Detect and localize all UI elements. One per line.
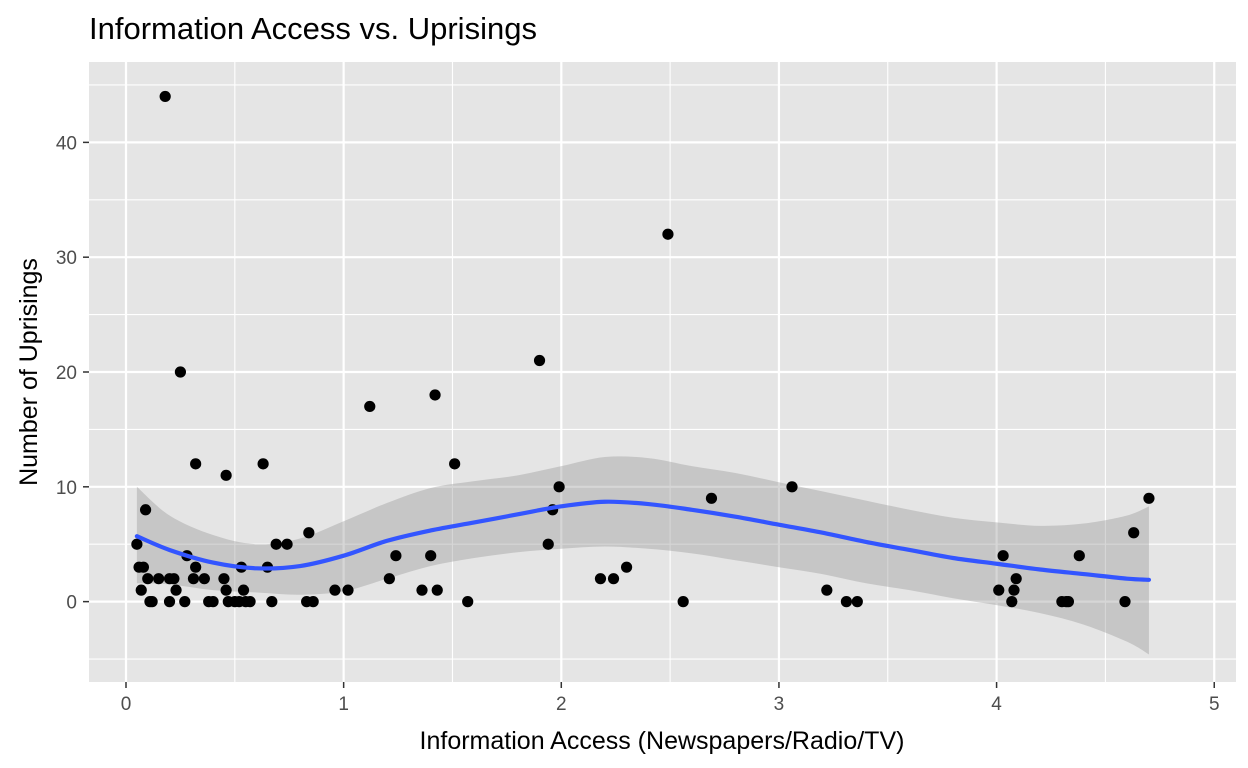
y-tick-label: 30 [56, 248, 77, 269]
data-point [1143, 492, 1155, 504]
data-point [390, 550, 402, 562]
confidence-band-layer [136, 456, 1149, 655]
data-point [270, 538, 282, 550]
data-point [174, 366, 187, 378]
data-point [662, 228, 674, 240]
data-point [135, 584, 147, 596]
data-point [1008, 584, 1020, 596]
data-point [190, 561, 202, 573]
chart-title: Information Access vs. Uprisings [89, 11, 537, 46]
x-tick-label: 1 [338, 694, 349, 715]
data-point [187, 573, 200, 585]
smooth-line-layer [134, 499, 1152, 582]
y-tick-label: 40 [56, 133, 77, 154]
data-point [993, 584, 1005, 596]
data-point [307, 596, 319, 608]
data-point [997, 550, 1009, 562]
data-point [1006, 596, 1018, 608]
data-point [553, 481, 565, 493]
data-point [705, 492, 718, 504]
x-tick-label: 5 [1209, 694, 1220, 715]
y-tick-label: 0 [66, 593, 77, 614]
data-point [342, 584, 354, 596]
data-point [462, 596, 474, 608]
data-point [146, 596, 158, 608]
data-point [677, 596, 689, 608]
data-point [159, 90, 171, 103]
data-point [142, 573, 154, 585]
data-point [1073, 550, 1085, 562]
data-point [257, 458, 269, 470]
confidence-band [136, 456, 1149, 655]
y-axis-title: Number of Uprisings [15, 258, 43, 486]
smooth-line [134, 499, 1152, 582]
y-tick-label: 20 [56, 363, 77, 384]
x-tick-label: 4 [991, 694, 1002, 715]
data-point [786, 481, 798, 493]
data-point [207, 596, 219, 608]
data-point [244, 596, 256, 608]
data-point [170, 584, 182, 596]
x-tick-label: 2 [556, 694, 567, 715]
y-tick-label: 10 [56, 478, 77, 499]
data-point [218, 573, 230, 585]
data-point [383, 573, 395, 585]
x-tick-label: 3 [774, 694, 785, 715]
data-point [425, 550, 437, 562]
points-layer [131, 90, 1155, 608]
data-point [220, 469, 232, 481]
data-point [607, 573, 620, 585]
data-point [429, 389, 441, 401]
data-point [1010, 573, 1022, 585]
data-point [416, 584, 428, 596]
data-point [851, 596, 863, 608]
data-point [220, 584, 232, 596]
data-point [364, 400, 376, 413]
major-gridlines [89, 62, 1236, 682]
data-point [542, 538, 554, 550]
x-axis-title: Information Access (Newspapers/Radio/TV) [420, 727, 905, 755]
data-point [168, 573, 180, 585]
data-point [594, 573, 607, 585]
data-point [137, 561, 150, 573]
data-point [821, 584, 833, 596]
data-point [431, 584, 443, 596]
data-point [840, 596, 853, 608]
data-point [153, 573, 165, 585]
x-tick-label: 0 [121, 694, 132, 715]
data-point [449, 458, 461, 470]
data-point [266, 596, 278, 608]
data-point [533, 354, 546, 367]
y-axis: 0 10 20 30 40 [56, 133, 89, 614]
data-point [1062, 596, 1075, 608]
data-point [303, 527, 315, 539]
data-point [281, 538, 293, 550]
data-point [198, 573, 210, 585]
data-point [1128, 527, 1140, 539]
data-point [139, 504, 152, 516]
data-point [163, 596, 176, 608]
data-point [131, 538, 143, 550]
data-point [179, 596, 191, 608]
data-point [620, 561, 633, 573]
x-axis: 0 1 2 3 4 5 [121, 682, 1220, 715]
data-point [237, 584, 250, 596]
data-point [190, 458, 202, 470]
data-point [329, 584, 341, 596]
data-point [1119, 596, 1131, 608]
